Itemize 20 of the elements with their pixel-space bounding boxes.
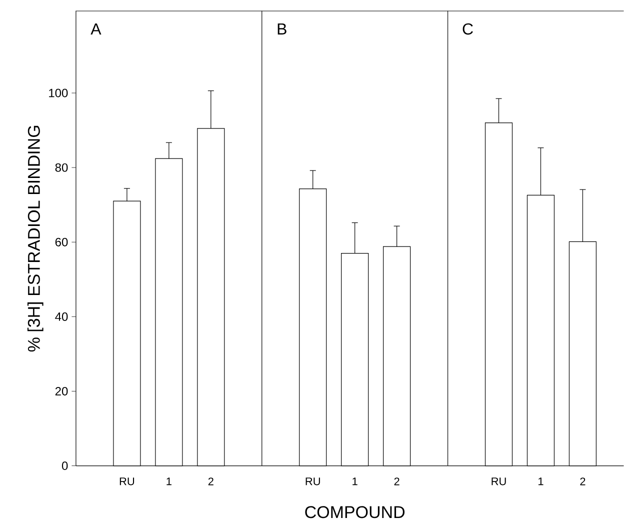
y-tick-label: 0	[62, 462, 68, 470]
x-tick-label: RU	[306, 478, 320, 486]
y-tick-label: 40	[55, 312, 68, 322]
text: A	[90, 24, 102, 35]
x-tick-label: 1	[538, 478, 544, 486]
y-tick-label: 20	[55, 387, 68, 396]
x-tick-label: 2	[394, 478, 400, 486]
text: B	[278, 24, 286, 35]
x-axis-title: COMPOUND	[305, 506, 405, 518]
y-axis-title: % [3H] ESTRADIOL BINDING	[27, 126, 44, 352]
x-tick-label: 1	[352, 478, 358, 486]
text: C	[462, 23, 473, 35]
y-tick-label: 80	[55, 163, 68, 172]
y-tick-label: 60	[55, 238, 68, 246]
x-tick-label: 2	[580, 478, 586, 486]
y-tick-label: 100	[49, 88, 68, 98]
x-tick-label: 1	[166, 478, 172, 486]
x-tick-label: 2	[208, 478, 214, 486]
x-tick-label: RU	[492, 478, 506, 486]
x-tick-label: RU	[120, 478, 134, 486]
